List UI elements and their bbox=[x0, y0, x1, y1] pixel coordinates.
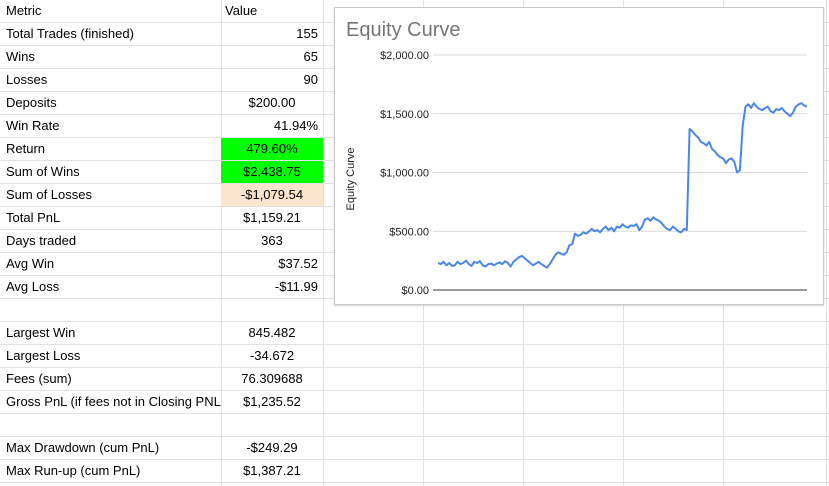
cell-metric-win-rate[interactable]: Win Rate bbox=[6, 118, 60, 133]
cell-metric-total-trades[interactable]: Total Trades (finished) bbox=[6, 26, 134, 41]
header-metric[interactable]: Metric bbox=[6, 3, 42, 18]
cell-value-fees[interactable]: 76.309688 bbox=[241, 371, 303, 386]
cell-value-gross-pnl[interactable]: $1,235.52 bbox=[243, 394, 301, 409]
row-divider bbox=[0, 436, 829, 437]
cell-value-avg-loss[interactable]: -$11.99 bbox=[274, 279, 318, 294]
cell-value-largest-win[interactable]: 845.482 bbox=[248, 325, 296, 340]
cell-metric-losses[interactable]: Losses bbox=[6, 72, 48, 87]
equity-curve-chart[interactable]: Equity Curve Equity Curve $0.00 $500.00 $1… bbox=[334, 7, 824, 305]
cell-metric-deposits[interactable]: Deposits bbox=[6, 95, 57, 110]
chart-title: Equity Curve bbox=[346, 19, 461, 41]
cell-metric-largest-loss[interactable]: Largest Loss bbox=[6, 348, 81, 363]
cell-value-total-pnl[interactable]: $1,159.21 bbox=[243, 210, 301, 225]
cell-metric-sum-of-losses[interactable]: Sum of Losses bbox=[6, 187, 92, 202]
chart-canvas: Equity Curve Equity Curve $0.00 $500.00 $1… bbox=[345, 19, 808, 297]
cell-value-sum-of-wins[interactable]: $2,438.75 bbox=[221, 161, 323, 183]
cell-metric-days-traded[interactable]: Days traded bbox=[6, 233, 77, 248]
y-tick-label: $2,000.00 bbox=[380, 50, 429, 62]
y-tick-label: $0.00 bbox=[401, 285, 429, 297]
cell-value-max-drawdown[interactable]: -$249.29 bbox=[246, 440, 298, 455]
column-divider bbox=[221, 0, 222, 486]
cell-metric-avg-loss[interactable]: Avg Loss bbox=[6, 279, 60, 294]
cell-value-days-traded[interactable]: 363 bbox=[261, 233, 283, 248]
row-divider bbox=[0, 367, 829, 368]
cell-metric-gross-pnl[interactable]: Gross PnL (if fees not in Closing PNL) bbox=[6, 394, 221, 409]
cell-metric-fees[interactable]: Fees (sum) bbox=[6, 371, 72, 386]
cell-value-wins[interactable]: 65 bbox=[303, 49, 318, 64]
cell-value-total-trades[interactable]: 155 bbox=[296, 26, 318, 41]
cell-metric-sum-of-wins[interactable]: Sum of Wins bbox=[6, 164, 80, 179]
column-divider bbox=[323, 0, 324, 486]
cell-metric-max-drawdown[interactable]: Max Drawdown (cum PnL) bbox=[6, 440, 160, 455]
row-divider bbox=[0, 482, 829, 483]
y-axis-label: Equity Curve bbox=[345, 148, 357, 211]
y-tick-label: $1,000.00 bbox=[380, 168, 429, 180]
cell-value-avg-win[interactable]: $37.52 bbox=[278, 256, 318, 271]
cell-metric-largest-win[interactable]: Largest Win bbox=[6, 325, 76, 340]
cell-value-max-run-up[interactable]: $1,387.21 bbox=[243, 463, 301, 478]
cell-metric-total-pnl[interactable]: Total PnL bbox=[6, 210, 61, 225]
cell-metric-avg-win[interactable]: Avg Win bbox=[6, 256, 55, 271]
row-divider bbox=[0, 344, 829, 345]
cell-value-deposits[interactable]: $200.00 bbox=[248, 95, 296, 110]
cell-metric-return[interactable]: Return bbox=[6, 141, 46, 156]
cell-value-return[interactable]: 479.60% bbox=[221, 138, 323, 160]
column-divider bbox=[826, 0, 827, 486]
y-tick-label: $500.00 bbox=[389, 226, 429, 238]
cell-value-largest-loss[interactable]: -34.672 bbox=[249, 348, 295, 363]
row-divider bbox=[0, 459, 829, 460]
cell-value-losses[interactable]: 90 bbox=[303, 72, 318, 87]
cell-value-sum-of-losses[interactable]: -$1,079.54 bbox=[221, 184, 323, 206]
row-divider bbox=[0, 413, 829, 414]
y-tick-label: $1,500.00 bbox=[380, 109, 429, 121]
row-divider bbox=[0, 390, 829, 391]
header-value[interactable]: Value bbox=[225, 3, 258, 18]
row-divider bbox=[0, 321, 829, 322]
cell-value-win-rate[interactable]: 41.94% bbox=[273, 118, 318, 133]
cell-metric-max-run-up[interactable]: Max Run-up (cum PnL) bbox=[6, 463, 141, 478]
cell-metric-wins[interactable]: Wins bbox=[6, 49, 35, 64]
equity-series-line bbox=[437, 102, 808, 269]
